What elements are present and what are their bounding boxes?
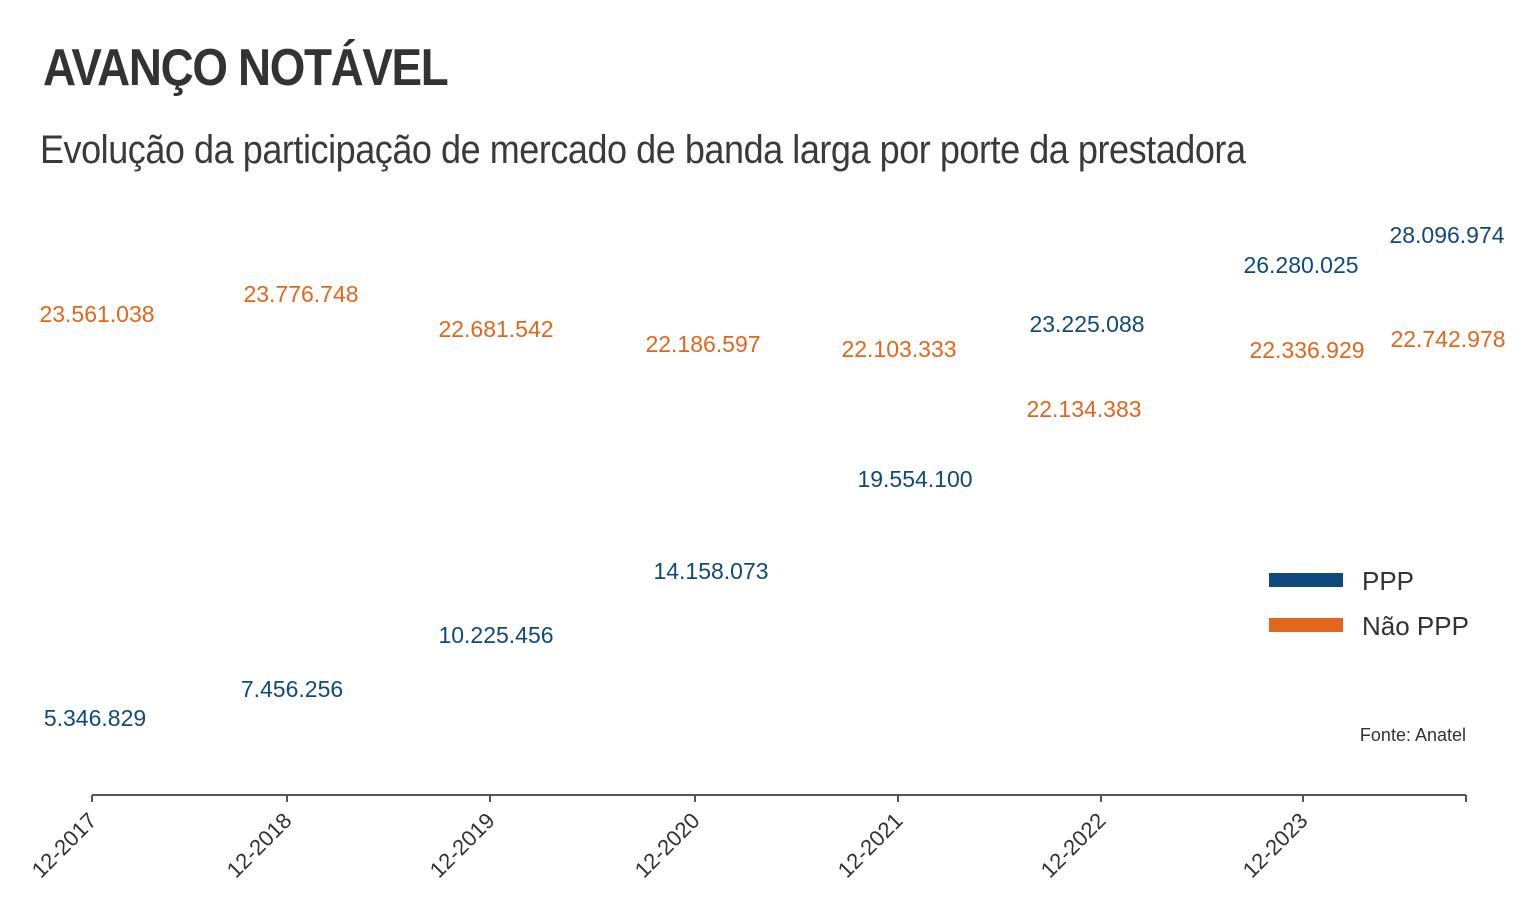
source-note: Fonte: Anatel bbox=[1360, 725, 1466, 745]
chart-title: AVANÇO NOTÁVEL bbox=[43, 39, 449, 97]
x-tick-label: 12-2021 bbox=[833, 808, 908, 883]
data-label-ppp: 7.456.256 bbox=[241, 676, 343, 702]
data-label-nao-ppp: 22.186.597 bbox=[645, 331, 760, 357]
legend-label: Não PPP bbox=[1362, 611, 1469, 641]
x-tick-label: 12-2019 bbox=[425, 808, 500, 883]
data-label-nao-ppp: 23.561.038 bbox=[39, 301, 154, 327]
data-labels: 5.346.829 7.456.256 10.225.456 14.158.073 19… bbox=[39, 222, 1505, 731]
x-tick-label: 12-2023 bbox=[1238, 808, 1313, 883]
data-label-nao-ppp: 22.103.333 bbox=[841, 336, 956, 362]
x-tick-label: 12-2020 bbox=[630, 808, 705, 883]
data-label-ppp: 14.158.073 bbox=[653, 558, 768, 584]
legend-label: PPP bbox=[1362, 566, 1414, 596]
data-label-nao-ppp: 22.336.929 bbox=[1249, 337, 1364, 363]
data-label-nao-ppp: 22.134.383 bbox=[1026, 396, 1141, 422]
data-label-ppp: 28.096.974 bbox=[1389, 222, 1504, 248]
data-label-ppp: 26.280.025 bbox=[1243, 252, 1358, 278]
data-label-ppp: 23.225.088 bbox=[1029, 311, 1144, 337]
data-label-ppp: 10.225.456 bbox=[438, 622, 553, 648]
x-tick-label: 12-2022 bbox=[1036, 808, 1111, 883]
data-label-nao-ppp: 22.681.542 bbox=[438, 316, 553, 342]
x-tick-label: 12-2017 bbox=[27, 808, 102, 883]
x-tick-label: 12-2018 bbox=[222, 808, 297, 883]
data-label-nao-ppp: 23.776.748 bbox=[243, 281, 358, 307]
data-label-ppp: 19.554.100 bbox=[857, 466, 972, 492]
x-axis: 12-2017 12-2018 12-2019 12-2020 12-2021 12-20… bbox=[27, 794, 1467, 883]
chart-subtitle: Evolução da participação de mercado de b… bbox=[40, 128, 1246, 172]
data-label-ppp: 5.346.829 bbox=[44, 705, 146, 731]
legend: PPP Não PPP bbox=[1269, 566, 1469, 641]
data-label-nao-ppp: 22.742.978 bbox=[1390, 326, 1505, 352]
